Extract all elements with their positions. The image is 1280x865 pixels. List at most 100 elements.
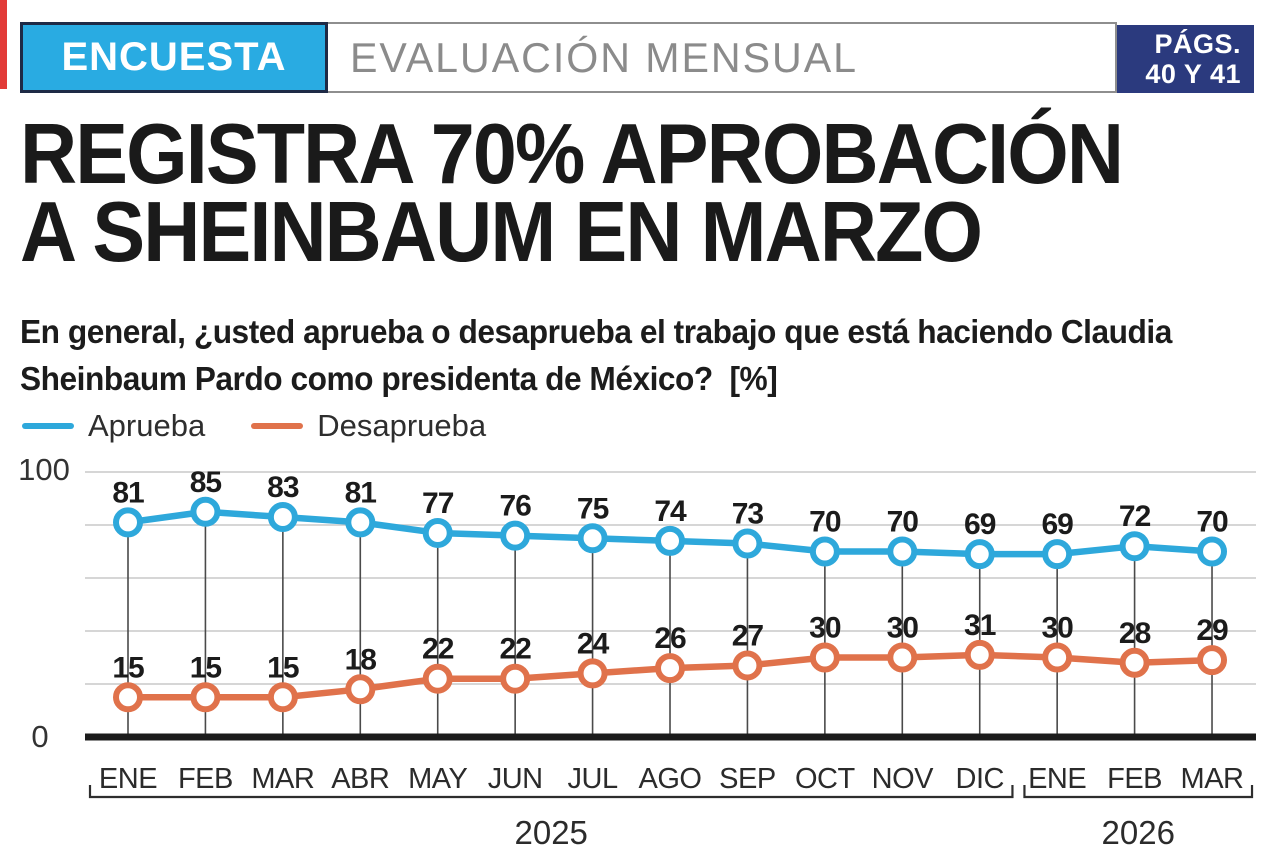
- y-tick-label: 100: [18, 452, 70, 487]
- month-label: JUN: [488, 763, 543, 795]
- value-label-aprueba: 70: [1196, 506, 1228, 539]
- value-label-aprueba: 70: [809, 506, 841, 539]
- month-label: ABR: [331, 763, 389, 795]
- marker-desaprueba: [964, 639, 995, 670]
- marker-aprueba: [1042, 539, 1073, 570]
- month-label: FEB: [178, 763, 233, 795]
- value-label-desaprueba: 15: [267, 651, 299, 684]
- value-label-desaprueba: 30: [1041, 612, 1073, 645]
- year-bracket: [1023, 785, 1254, 799]
- legend-label-desaprueba: Desaprueba: [317, 408, 487, 443]
- value-label-aprueba: 73: [732, 498, 764, 531]
- marker-aprueba: [577, 523, 608, 554]
- year-bracket: [88, 785, 1014, 799]
- marker-aprueba: [887, 536, 918, 567]
- marker-desaprueba: [1042, 642, 1073, 673]
- value-label-aprueba: 76: [499, 490, 531, 523]
- month-label: NOV: [872, 763, 935, 795]
- pages-line2: 40 Y 41: [1145, 59, 1241, 89]
- value-label-aprueba: 70: [887, 506, 919, 539]
- marker-aprueba: [655, 525, 686, 556]
- value-label-desaprueba: 22: [499, 633, 531, 666]
- section-title: EVALUACIÓN MENSUAL: [350, 33, 858, 81]
- month-label: ENE: [1028, 763, 1086, 795]
- question-line1: En general, ¿usted aprueba o desaprueba …: [20, 313, 1172, 350]
- month-label: MAY: [408, 763, 467, 795]
- marker-desaprueba: [267, 682, 298, 713]
- marker-desaprueba: [1119, 647, 1150, 678]
- month-label: OCT: [795, 763, 856, 795]
- marker-desaprueba: [1197, 645, 1228, 676]
- headline-line2: A SHEINBAUM EN MARZO: [20, 185, 983, 280]
- value-label-aprueba: 69: [964, 508, 996, 541]
- chart-legend: Aprueba Desaprueba: [22, 405, 486, 447]
- y-tick-label: 0: [31, 719, 48, 754]
- month-label: ENE: [99, 763, 157, 795]
- aprueba-line-swatch: [22, 423, 74, 429]
- marker-desaprueba: [887, 642, 918, 673]
- encuesta-badge: ENCUESTA: [20, 22, 328, 93]
- value-label-aprueba: 75: [577, 492, 609, 525]
- marker-desaprueba: [345, 674, 376, 705]
- marker-aprueba: [1119, 531, 1150, 562]
- marker-aprueba: [964, 539, 995, 570]
- marker-desaprueba: [732, 650, 763, 681]
- value-label-desaprueba: 30: [809, 612, 841, 645]
- month-label: FEB: [1107, 763, 1162, 795]
- pages-line1: PÁGS.: [1154, 29, 1241, 59]
- question-line2: Sheinbaum Pardo como presidenta de Méxic…: [20, 360, 778, 397]
- marker-aprueba: [500, 520, 531, 551]
- value-label-aprueba: 81: [345, 476, 377, 509]
- marker-desaprueba: [500, 663, 531, 694]
- value-label-desaprueba: 15: [190, 651, 222, 684]
- value-label-desaprueba: 22: [422, 633, 454, 666]
- value-label-aprueba: 77: [422, 487, 454, 520]
- marker-aprueba: [422, 517, 453, 548]
- marker-aprueba: [345, 507, 376, 538]
- value-label-aprueba: 83: [267, 471, 299, 504]
- legend-item-aprueba: Aprueba: [22, 408, 205, 444]
- legend-item-desaprueba: Desaprueba: [251, 408, 486, 444]
- marker-aprueba: [1197, 536, 1228, 567]
- marker-aprueba: [190, 496, 221, 527]
- month-label: MAR: [1181, 763, 1244, 795]
- legend-label-aprueba: Aprueba: [88, 408, 206, 443]
- marker-aprueba: [732, 528, 763, 559]
- marker-aprueba: [267, 502, 298, 533]
- value-label-desaprueba: 26: [654, 622, 686, 655]
- marker-desaprueba: [422, 663, 453, 694]
- value-label-aprueba: 69: [1041, 508, 1073, 541]
- value-label-desaprueba: 18: [345, 643, 377, 676]
- month-label: MAR: [251, 763, 314, 795]
- value-label-aprueba: 85: [190, 466, 222, 499]
- value-label-aprueba: 81: [112, 476, 144, 509]
- year-label: 2026: [1102, 814, 1175, 851]
- marker-aprueba: [113, 507, 143, 538]
- desaprueba-line-swatch: [251, 423, 304, 429]
- marker-desaprueba: [577, 658, 608, 689]
- month-label: JUL: [568, 763, 618, 795]
- marker-desaprueba: [655, 653, 686, 684]
- marker-desaprueba: [113, 682, 143, 713]
- month-label: SEP: [719, 763, 776, 795]
- approval-trend-chart: 81 85 83 81 77 76 75 74 73 70 70 69 69 72 70 15 15 15 18 22…: [18, 452, 1256, 851]
- survey-question: En general, ¿usted aprueba o desaprueba …: [20, 308, 1268, 402]
- headline: REGISTRA 70% APROBACIÓN A SHEINBAUM EN M…: [20, 107, 1136, 280]
- encuesta-badge-label: ENCUESTA: [61, 35, 287, 79]
- month-label: AGO: [639, 763, 702, 795]
- value-label-desaprueba: 31: [964, 609, 996, 642]
- value-label-desaprueba: 27: [732, 619, 764, 652]
- x-axis-baseline: [85, 733, 1256, 741]
- marker-desaprueba: [809, 642, 840, 673]
- marker-aprueba: [809, 536, 840, 567]
- value-label-desaprueba: 29: [1196, 614, 1228, 647]
- headline-line1: REGISTRA 70% APROBACIÓN: [20, 107, 1124, 202]
- year-label: 2025: [515, 814, 588, 851]
- value-label-desaprueba: 15: [112, 651, 144, 684]
- value-label-desaprueba: 24: [577, 627, 610, 660]
- value-label-aprueba: 74: [654, 495, 687, 528]
- red-accent-stripe: [0, 0, 7, 89]
- value-label-aprueba: 72: [1119, 500, 1151, 533]
- value-label-desaprueba: 30: [887, 612, 919, 645]
